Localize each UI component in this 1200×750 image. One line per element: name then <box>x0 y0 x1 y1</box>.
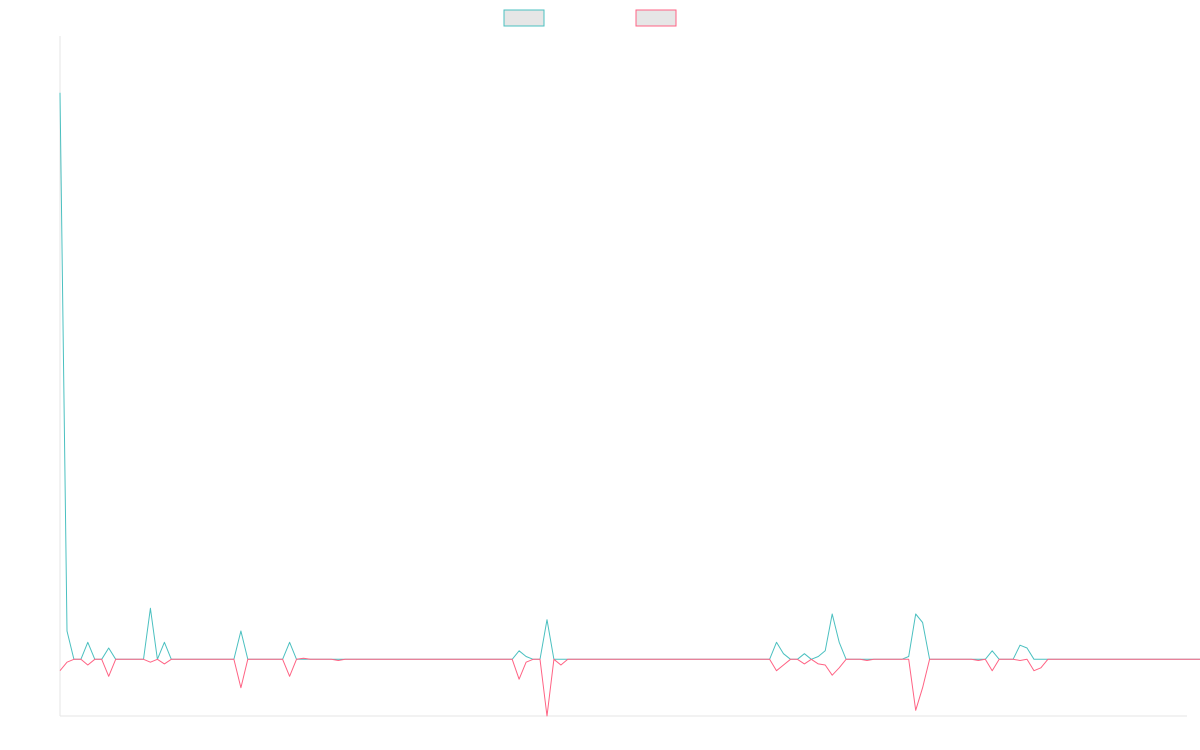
series-line-2 <box>59 657 1200 717</box>
series-group <box>59 92 1200 717</box>
legend <box>503 9 677 27</box>
axes <box>59 36 1187 717</box>
series-line-1 <box>59 92 1200 660</box>
legend-swatch-1[interactable] <box>503 9 545 27</box>
legend-swatch-2[interactable] <box>635 9 677 27</box>
